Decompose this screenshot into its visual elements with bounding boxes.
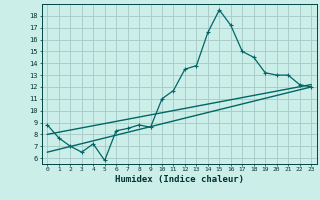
X-axis label: Humidex (Indice chaleur): Humidex (Indice chaleur) <box>115 175 244 184</box>
